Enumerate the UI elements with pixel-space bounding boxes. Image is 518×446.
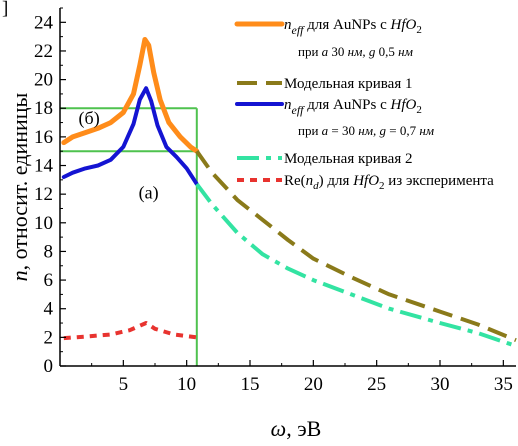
series-orange-line: [61, 37, 200, 154]
y-tick-label: 16: [34, 127, 53, 148]
series-green-line: [195, 182, 517, 348]
x-tick-label: 20: [304, 374, 323, 395]
y-tick-label: 0: [44, 356, 54, 377]
x-tick-label: 5: [119, 374, 129, 395]
legend: neff для AuNPs с HfO2 при a 30 нм, g 0,5 …: [234, 17, 494, 192]
corner-bracket-label: ]: [2, 0, 8, 19]
y-tick-label: 12: [34, 184, 53, 205]
annotation-label-1: (a): [139, 182, 159, 203]
x-axis-title: ω, эВ: [271, 416, 322, 441]
guide-box-layer: [60, 107, 198, 366]
annotation-layer: (б) (a): [79, 108, 159, 203]
legend-label-orange: neff для AuNPs с HfO2: [284, 17, 422, 37]
annotation-label-0: (б): [79, 108, 100, 129]
y-tick-label: 24: [34, 12, 54, 33]
y-axis-title: n, относит. единицы: [7, 92, 32, 281]
y-tick-label: 22: [34, 41, 53, 62]
y-tick-label: 2: [44, 327, 54, 348]
legend-label-green: Модельная кривая 2: [284, 151, 413, 167]
legend-sublabel-orange: при a 30 нм, g 0,5 нм: [298, 44, 413, 59]
legend-label-red: Re(nd) для HfO2 из эксперимента: [284, 173, 494, 192]
x-tick-label: 30: [431, 374, 450, 395]
y-tick-label: 6: [44, 270, 54, 291]
series-blue-line: [61, 86, 199, 187]
series-olive-line: [195, 150, 517, 343]
y-tick-label: 4: [44, 299, 54, 320]
y-tick-label: 10: [34, 213, 53, 234]
x-tick-label: 35: [494, 374, 513, 395]
y-tick-label: 8: [44, 241, 54, 262]
series-red-line: [63, 321, 198, 341]
y-tick-label: 18: [34, 98, 53, 119]
x-tick-label: 10: [177, 374, 196, 395]
series-layer: [61, 37, 517, 348]
x-tick-label: 15: [241, 374, 260, 395]
y-tick-label: 14: [34, 156, 54, 177]
legend-label-blue: neff для AuNPs с HfO2: [284, 97, 422, 117]
legend-sublabel-blue: при a = 30 нм, g = 0,7 нм: [298, 123, 434, 138]
legend-label-olive: Модельная кривая 1: [284, 76, 413, 92]
x-tick-label: 25: [367, 374, 386, 395]
y-tick-label: 20: [34, 70, 53, 91]
